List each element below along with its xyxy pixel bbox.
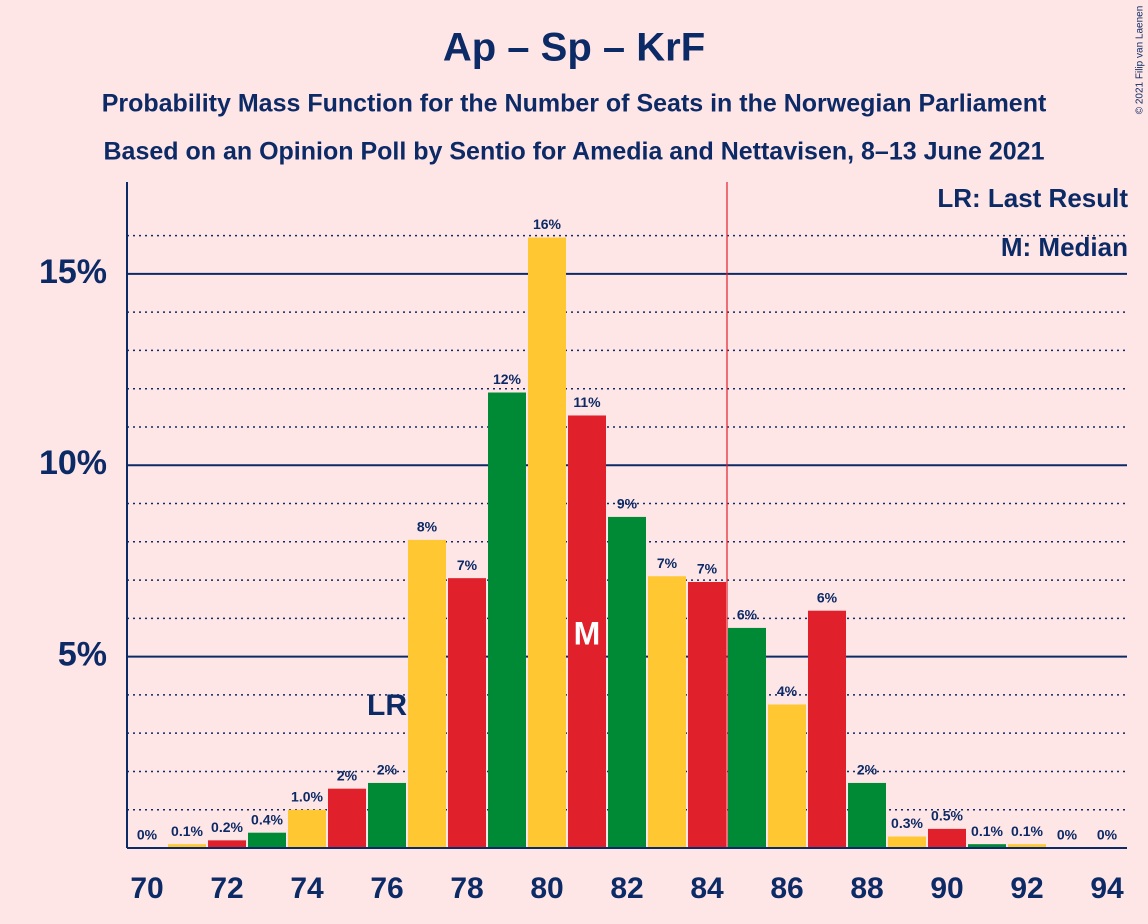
value-label: 0%	[1097, 827, 1118, 843]
value-label: 1.0%	[291, 788, 323, 804]
y-tick-label: 15%	[39, 253, 107, 291]
value-label: 0.2%	[211, 819, 243, 835]
value-label: 16%	[533, 216, 562, 232]
bar	[368, 782, 406, 848]
value-label: 7%	[457, 557, 478, 573]
value-label: 7%	[657, 555, 678, 571]
bar	[648, 576, 686, 848]
y-tick-label: 5%	[58, 636, 107, 674]
value-label: 2%	[377, 762, 398, 778]
value-label: 4%	[777, 683, 798, 699]
value-label: 0.1%	[971, 823, 1003, 839]
value-label: 9%	[617, 496, 638, 512]
bar	[688, 581, 726, 848]
bar	[768, 704, 806, 848]
x-tick-label: 80	[530, 872, 563, 905]
bar	[168, 844, 206, 848]
bar	[568, 415, 606, 848]
x-tick-label: 82	[610, 872, 643, 905]
bar	[888, 836, 926, 848]
bar	[448, 578, 486, 848]
value-label: 0.5%	[931, 808, 963, 824]
x-tick-label: 84	[690, 872, 724, 905]
last-result-marker: LR	[367, 689, 407, 722]
value-label: 0.3%	[891, 815, 923, 831]
bar	[288, 809, 326, 848]
x-tick-label: 78	[450, 872, 483, 905]
y-tick-label: 10%	[39, 444, 107, 482]
x-tick-label: 86	[770, 872, 803, 905]
chart-subtitle: Probability Mass Function for the Number…	[102, 90, 1047, 118]
bar	[928, 828, 966, 848]
bar	[608, 516, 646, 848]
bar	[968, 844, 1006, 848]
bar	[728, 627, 766, 848]
bar	[328, 788, 366, 848]
bar	[848, 782, 886, 848]
value-label: 7%	[697, 561, 718, 577]
value-label: 2%	[857, 762, 878, 778]
x-tick-label: 92	[1010, 872, 1043, 905]
bar	[488, 392, 526, 848]
x-tick-label: 74	[290, 872, 324, 905]
value-label: 0.1%	[1011, 823, 1043, 839]
value-label: 11%	[573, 394, 601, 410]
copyright: © 2021 Filip van Laenen	[1135, 6, 1146, 115]
bar	[248, 832, 286, 848]
bar	[808, 610, 846, 848]
x-tick-label: 76	[370, 872, 403, 905]
median-marker: M	[574, 615, 601, 651]
legend-entry: M: Median	[1001, 232, 1128, 262]
x-tick-label: 72	[210, 872, 243, 905]
value-label: 0.1%	[171, 823, 203, 839]
bar	[528, 237, 566, 848]
value-label: 0.4%	[251, 811, 283, 827]
x-tick-label: 70	[130, 872, 163, 905]
x-tick-label: 88	[850, 872, 883, 905]
value-label: 2%	[337, 767, 358, 783]
x-tick-label: 90	[930, 872, 963, 905]
x-tick-label: 94	[1090, 872, 1124, 905]
value-label: 8%	[417, 519, 438, 535]
value-label: 0%	[137, 827, 158, 843]
bar	[208, 840, 246, 848]
bar	[408, 539, 446, 848]
chart-subtitle: Based on an Opinion Poll by Sentio for A…	[104, 138, 1045, 166]
bar	[1008, 844, 1046, 848]
chart-title: Ap – Sp – KrF	[443, 26, 705, 70]
value-label: 0%	[1057, 827, 1078, 843]
value-label: 6%	[737, 607, 758, 623]
value-label: 6%	[817, 589, 838, 605]
legend-entry: LR: Last Result	[937, 183, 1128, 213]
value-label: 12%	[493, 371, 522, 387]
